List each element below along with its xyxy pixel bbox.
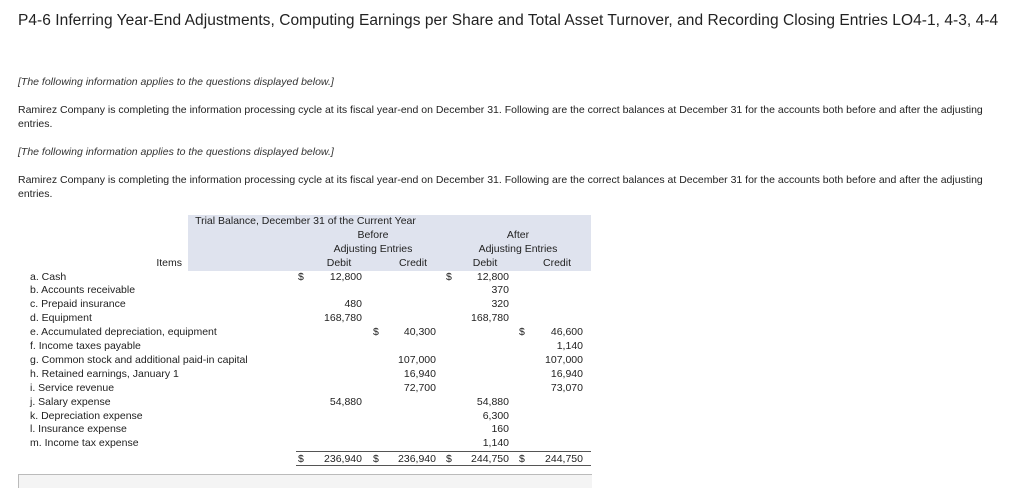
after-debit-header: Debit <box>472 257 498 269</box>
info-note-2: [The following information applies to th… <box>18 146 334 158</box>
row-4-bc-sign: $ <box>373 326 379 339</box>
row-6-ac: 107,000 <box>545 353 583 366</box>
row-10-item: k. Depreciation expense <box>30 409 143 422</box>
bottom-scroll-edge <box>18 474 592 488</box>
row-7-ac: 16,940 <box>550 367 583 380</box>
total-ac: 244,750 <box>545 453 583 465</box>
total-bc-sign: $ <box>373 453 379 465</box>
row-8-bc: 72,700 <box>403 381 436 394</box>
row-5-item: f. Income taxes payable <box>30 340 141 352</box>
row-0-item: a. Cash <box>30 270 67 283</box>
total-ac-sign: $ <box>519 453 525 465</box>
row-6-item: g. Common stock and additional paid-in c… <box>30 353 248 366</box>
info-note-1: [The following information applies to th… <box>18 76 334 88</box>
before-debit-header: Debit <box>326 257 352 269</box>
total-top-rule <box>296 451 591 452</box>
total-bd-sign: $ <box>298 453 304 465</box>
table-caption: Trial Balance, December 31 of the Curren… <box>195 215 416 227</box>
row-0-ad-sign: $ <box>446 270 452 283</box>
row-12-ad: 1,140 <box>482 437 509 450</box>
row-5-ac: 1,140 <box>556 340 583 352</box>
row-0-bd: 12,800 <box>329 270 362 283</box>
adjusting-entries-after-label: Adjusting Entries <box>478 243 558 255</box>
row-2-bd: 480 <box>344 298 362 311</box>
after-label: After <box>506 229 530 241</box>
row-12-item: m. Income tax expense <box>30 437 139 450</box>
row-8-ac: 73,070 <box>550 381 583 394</box>
problem-description-1: Ramirez Company is completing the inform… <box>18 104 983 130</box>
page-title: P4-6 Inferring Year-End Adjustments, Com… <box>18 12 999 29</box>
trial-balance-table: Trial Balance, December 31 of the Curren… <box>18 215 591 467</box>
row-9-bd: 54,880 <box>329 395 362 408</box>
row-4-item: e. Accumulated depreciation, equipment <box>30 326 217 339</box>
total-bd: 236,940 <box>324 453 362 465</box>
adjusting-entries-before-label: Adjusting Entries <box>333 243 413 255</box>
table-header-background <box>188 215 591 271</box>
row-10-ad: 6,300 <box>482 409 509 422</box>
problem-description-2: Ramirez Company is completing the inform… <box>18 174 983 200</box>
row-1-item: b. Accounts receivable <box>30 284 136 297</box>
before-credit-header: Credit <box>398 257 427 269</box>
row-0-bd-sign: $ <box>298 270 304 283</box>
row-0-ad: 12,800 <box>476 270 509 283</box>
row-2-ad: 320 <box>491 298 509 311</box>
row-4-ac-sign: $ <box>519 326 525 339</box>
row-7-item: h. Retained earnings, January 1 <box>30 367 179 380</box>
row-2-item: c. Prepaid insurance <box>30 298 126 311</box>
row-3-item: d. Equipment <box>30 312 92 325</box>
row-3-ad: 168,780 <box>471 312 509 325</box>
total-ad: 244,750 <box>471 453 509 465</box>
row-6-bc: 107,000 <box>398 353 436 366</box>
total-ad-sign: $ <box>446 453 452 465</box>
row-4-ac: 46,600 <box>550 326 583 339</box>
before-label: Before <box>357 229 389 241</box>
row-11-item: l. Insurance expense <box>30 423 127 436</box>
row-1-ad: 370 <box>491 284 509 297</box>
row-11-ad: 160 <box>491 423 509 436</box>
total-bottom-rule <box>296 465 591 466</box>
row-9-ad: 54,880 <box>476 395 509 408</box>
row-4-bc: 40,300 <box>403 326 436 339</box>
row-7-bc: 16,940 <box>403 367 436 380</box>
row-8-item: i. Service revenue <box>30 381 115 394</box>
after-credit-header: Credit <box>542 257 571 269</box>
total-bc: 236,940 <box>398 453 436 465</box>
row-9-item: j. Salary expense <box>30 395 111 408</box>
items-header: Items <box>156 257 182 269</box>
row-3-bd: 168,780 <box>324 312 362 325</box>
